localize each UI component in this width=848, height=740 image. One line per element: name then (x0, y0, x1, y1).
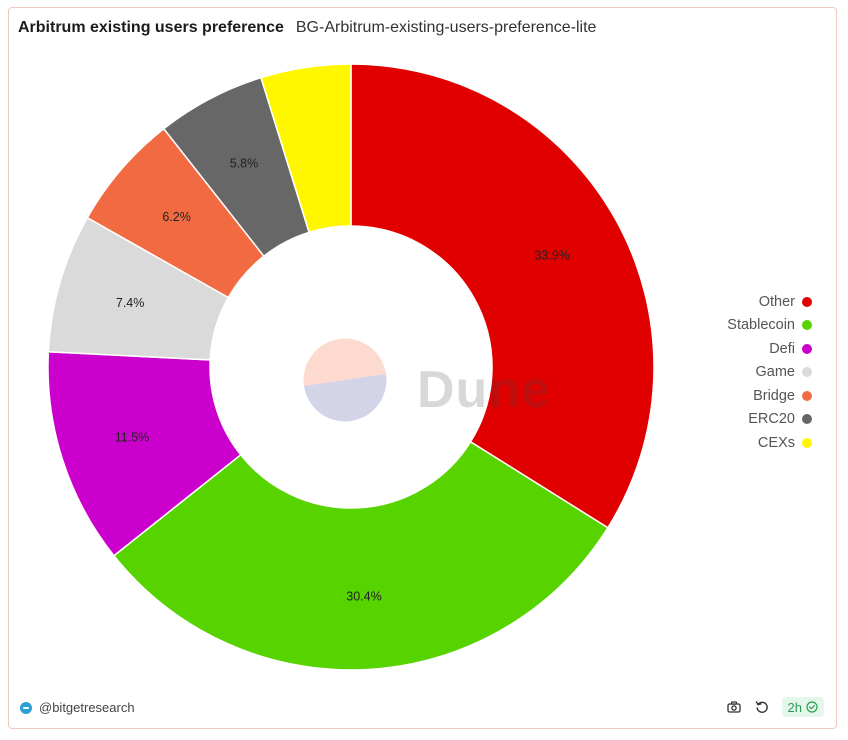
chart-legend: Other Stablecoin Defi Game Bridge ERC20 CEXs (727, 290, 812, 455)
legend-item-defi[interactable]: Defi (769, 337, 812, 361)
legend-label: ERC20 (748, 411, 795, 428)
data-label-game: 7.4% (116, 296, 145, 310)
dune-logo-icon-top (303, 338, 386, 386)
legend-item-other[interactable]: Other (759, 290, 812, 314)
author-avatar (20, 701, 32, 714)
data-label-defi: 11.5% (115, 430, 150, 444)
legend-label: CEXs (757, 434, 795, 451)
footer-actions: 2h (726, 697, 824, 717)
legend-item-cexs[interactable]: CEXs (758, 431, 812, 455)
slice-defi[interactable] (47, 350, 242, 557)
refresh-age: 2h (787, 699, 802, 715)
legend-label: Other (758, 293, 795, 310)
legend-swatch (802, 414, 812, 425)
chart-subtitle: BG-Arbitrum-existing-users-preference-li… (295, 19, 597, 36)
data-label-erc20: 5.8% (230, 156, 259, 170)
refresh-status-badge[interactable]: 2h (781, 697, 824, 717)
dune-watermark-text: Dune (417, 361, 551, 419)
legend-swatch (802, 296, 812, 307)
legend-label: Bridge (753, 387, 795, 404)
legend-swatch (802, 390, 812, 401)
author-name: @bitgetresearch (39, 700, 135, 715)
data-label-stablecoin: 30.4% (346, 590, 381, 604)
camera-icon[interactable] (726, 699, 742, 715)
legend-label: Game (755, 364, 796, 381)
author-credit[interactable]: @bitgetresearch (20, 700, 135, 715)
donut-chart: 33.9% 30.4% 11.5% 7.4% 6.2% 5.8% (47, 63, 655, 671)
legend-swatch (802, 343, 812, 354)
slice-cexs[interactable] (260, 63, 352, 234)
dune-logo-icon-bottom (304, 374, 387, 422)
refresh-icon[interactable] (754, 699, 770, 715)
legend-label: Defi (769, 340, 795, 357)
legend-swatch (802, 437, 812, 448)
legend-item-bridge[interactable]: Bridge (753, 384, 812, 408)
chart-title: Arbitrum existing users preference (18, 19, 284, 36)
chart-header: Arbitrum existing users preference BG-Ar… (18, 19, 596, 37)
legend-item-stablecoin[interactable]: Stablecoin (727, 314, 812, 338)
legend-item-game[interactable]: Game (755, 361, 812, 385)
slice-stablecoin[interactable] (112, 440, 609, 671)
legend-item-erc20[interactable]: ERC20 (748, 408, 812, 432)
legend-swatch (802, 320, 812, 331)
legend-swatch (802, 367, 812, 378)
data-label-bridge: 6.2% (162, 210, 191, 224)
slice-other[interactable] (350, 63, 655, 529)
data-label-other: 33.9% (534, 249, 569, 263)
check-circle-icon (806, 701, 818, 713)
legend-label: Stablecoin (727, 317, 795, 334)
chart-card: Arbitrum existing users preference BG-Ar… (8, 7, 837, 729)
